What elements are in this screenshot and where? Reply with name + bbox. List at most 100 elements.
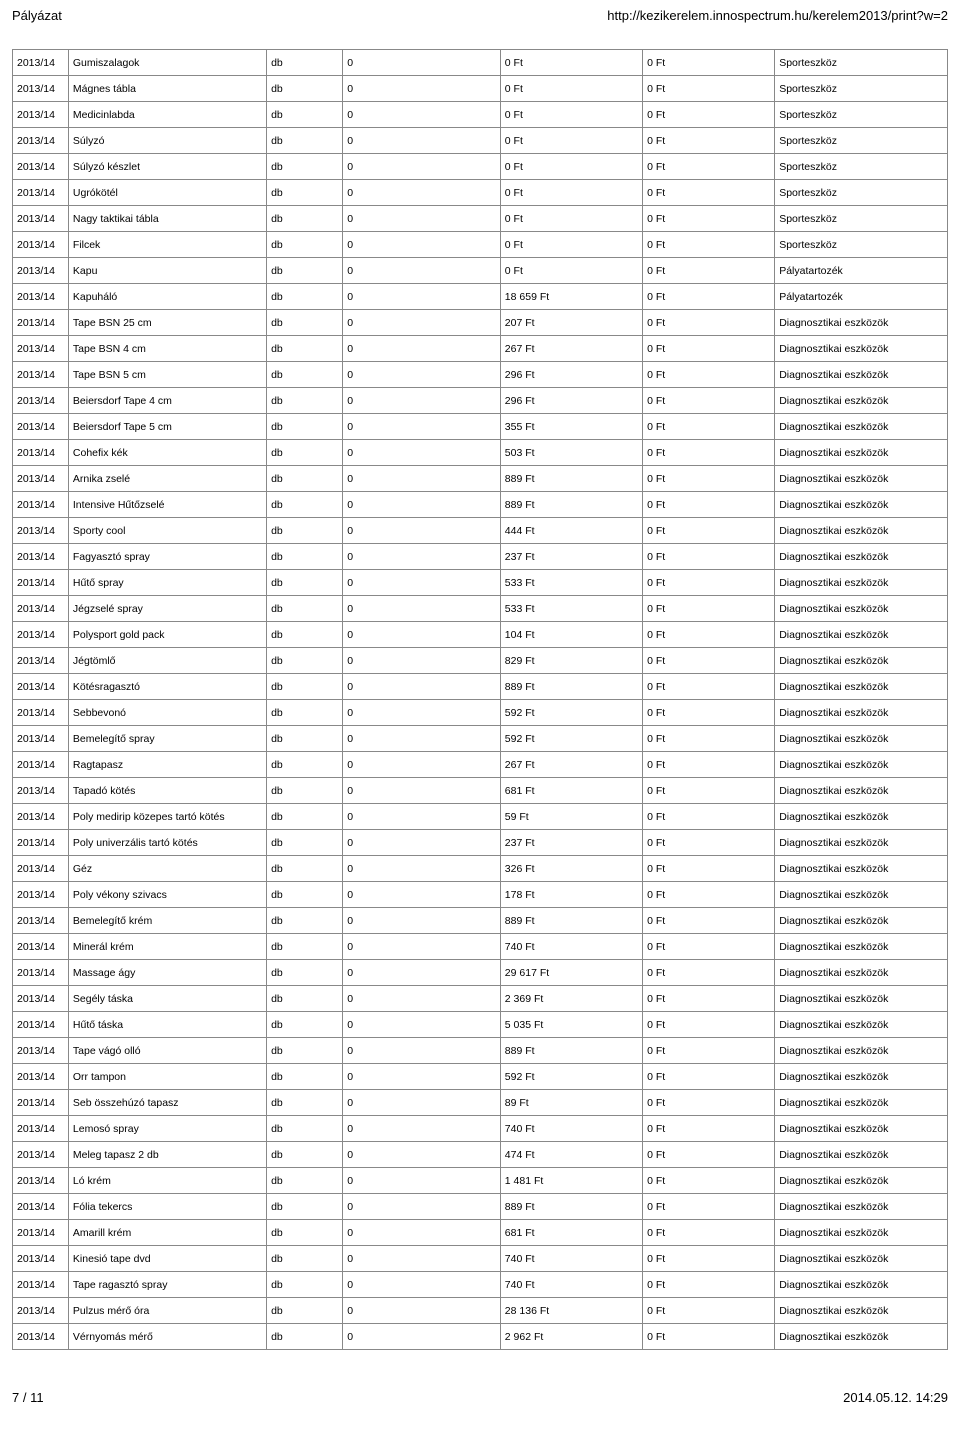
cell-year: 2013/14 (13, 362, 69, 388)
cell-qty: 0 (343, 206, 501, 232)
cell-name: Seb összehúzó tapasz (68, 1090, 266, 1116)
cell-unit: db (267, 76, 343, 102)
cell-category: Diagnosztikai eszközök (775, 1038, 948, 1064)
cell-name: Jégtömlő (68, 648, 266, 674)
print-timestamp: 2014.05.12. 14:29 (843, 1390, 948, 1405)
cell-price: 267 Ft (500, 336, 642, 362)
cell-category: Diagnosztikai eszközök (775, 492, 948, 518)
cell-unit: db (267, 414, 343, 440)
table-row: 2013/14Filcekdb00 Ft0 FtSporteszköz (13, 232, 948, 258)
cell-price: 592 Ft (500, 1064, 642, 1090)
cell-year: 2013/14 (13, 908, 69, 934)
cell-price2: 0 Ft (643, 102, 775, 128)
cell-year: 2013/14 (13, 934, 69, 960)
cell-category: Pályatartozék (775, 258, 948, 284)
cell-unit: db (267, 726, 343, 752)
table-row: 2013/14Medicinlabdadb00 Ft0 FtSporteszkö… (13, 102, 948, 128)
cell-price2: 0 Ft (643, 1116, 775, 1142)
cell-price2: 0 Ft (643, 180, 775, 206)
cell-price: 681 Ft (500, 778, 642, 804)
cell-price2: 0 Ft (643, 830, 775, 856)
header-title: Pályázat (12, 8, 62, 23)
cell-qty: 0 (343, 700, 501, 726)
page: Pályázat http://kezikerelem.innospectrum… (0, 0, 960, 1445)
cell-year: 2013/14 (13, 1142, 69, 1168)
cell-price: 267 Ft (500, 752, 642, 778)
cell-price2: 0 Ft (643, 1324, 775, 1350)
cell-price2: 0 Ft (643, 518, 775, 544)
cell-unit: db (267, 232, 343, 258)
cell-name: Polysport gold pack (68, 622, 266, 648)
cell-price2: 0 Ft (643, 986, 775, 1012)
cell-price2: 0 Ft (643, 466, 775, 492)
cell-qty: 0 (343, 1246, 501, 1272)
cell-year: 2013/14 (13, 102, 69, 128)
cell-category: Sporteszköz (775, 180, 948, 206)
cell-qty: 0 (343, 1168, 501, 1194)
cell-price2: 0 Ft (643, 1038, 775, 1064)
table-row: 2013/14Sebbevonódb0592 Ft0 FtDiagnosztik… (13, 700, 948, 726)
cell-name: Poly univerzális tartó kötés (68, 830, 266, 856)
cell-category: Diagnosztikai eszközök (775, 778, 948, 804)
cell-price2: 0 Ft (643, 440, 775, 466)
cell-qty: 0 (343, 960, 501, 986)
table-row: 2013/14Kapudb00 Ft0 FtPályatartozék (13, 258, 948, 284)
cell-price2: 0 Ft (643, 232, 775, 258)
cell-qty: 0 (343, 1038, 501, 1064)
cell-category: Diagnosztikai eszközök (775, 596, 948, 622)
cell-unit: db (267, 674, 343, 700)
table-row: 2013/14Beiersdorf Tape 5 cmdb0355 Ft0 Ft… (13, 414, 948, 440)
cell-price2: 0 Ft (643, 726, 775, 752)
cell-qty: 0 (343, 310, 501, 336)
cell-year: 2013/14 (13, 726, 69, 752)
table-row: 2013/14Beiersdorf Tape 4 cmdb0296 Ft0 Ft… (13, 388, 948, 414)
cell-name: Fólia tekercs (68, 1194, 266, 1220)
cell-category: Diagnosztikai eszközök (775, 700, 948, 726)
cell-category: Sporteszköz (775, 154, 948, 180)
cell-qty: 0 (343, 492, 501, 518)
table-row: 2013/14Tape BSN 25 cmdb0207 Ft0 FtDiagno… (13, 310, 948, 336)
cell-qty: 0 (343, 570, 501, 596)
cell-unit: db (267, 752, 343, 778)
cell-qty: 0 (343, 180, 501, 206)
cell-name: Arnika zselé (68, 466, 266, 492)
cell-category: Diagnosztikai eszközök (775, 414, 948, 440)
cell-price2: 0 Ft (643, 1220, 775, 1246)
cell-price2: 0 Ft (643, 648, 775, 674)
cell-unit: db (267, 934, 343, 960)
cell-year: 2013/14 (13, 180, 69, 206)
cell-price2: 0 Ft (643, 50, 775, 76)
cell-name: Massage ágy (68, 960, 266, 986)
cell-price2: 0 Ft (643, 752, 775, 778)
header-url: http://kezikerelem.innospectrum.hu/kerel… (607, 8, 948, 23)
cell-price2: 0 Ft (643, 154, 775, 180)
cell-year: 2013/14 (13, 1272, 69, 1298)
table-row: 2013/14Súlyzó készletdb00 Ft0 FtSportesz… (13, 154, 948, 180)
cell-price2: 0 Ft (643, 778, 775, 804)
cell-name: Tape BSN 25 cm (68, 310, 266, 336)
table-row: 2013/14Poly univerzális tartó kötésdb023… (13, 830, 948, 856)
cell-price: 0 Ft (500, 180, 642, 206)
cell-price2: 0 Ft (643, 1012, 775, 1038)
cell-unit: db (267, 310, 343, 336)
cell-year: 2013/14 (13, 700, 69, 726)
cell-price: 0 Ft (500, 50, 642, 76)
cell-category: Diagnosztikai eszközök (775, 440, 948, 466)
table-row: 2013/14Orr tampondb0592 Ft0 FtDiagnoszti… (13, 1064, 948, 1090)
cell-year: 2013/14 (13, 284, 69, 310)
cell-qty: 0 (343, 622, 501, 648)
cell-unit: db (267, 518, 343, 544)
cell-name: Minerál krém (68, 934, 266, 960)
cell-unit: db (267, 206, 343, 232)
cell-category: Diagnosztikai eszközök (775, 882, 948, 908)
cell-category: Diagnosztikai eszközök (775, 752, 948, 778)
cell-price2: 0 Ft (643, 882, 775, 908)
cell-year: 2013/14 (13, 232, 69, 258)
cell-price: 0 Ft (500, 128, 642, 154)
cell-category: Diagnosztikai eszközök (775, 1064, 948, 1090)
cell-category: Diagnosztikai eszközök (775, 1142, 948, 1168)
cell-category: Diagnosztikai eszközök (775, 1012, 948, 1038)
cell-price: 207 Ft (500, 310, 642, 336)
cell-price: 889 Ft (500, 674, 642, 700)
cell-name: Bemelegítő spray (68, 726, 266, 752)
